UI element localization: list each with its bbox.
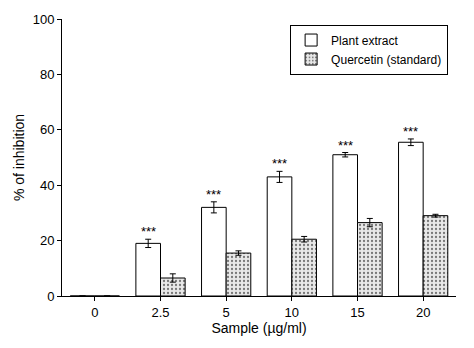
svg-text:0: 0 [47,289,54,304]
svg-text:0: 0 [91,305,98,320]
svg-text:Plant extract: Plant extract [331,34,398,48]
svg-text:***: *** [403,124,418,139]
svg-text:60: 60 [40,122,54,137]
svg-text:% of inhibition: % of inhibition [11,114,27,201]
svg-text:10: 10 [285,305,299,320]
svg-text:80: 80 [40,67,54,82]
svg-text:***: *** [141,224,156,239]
svg-text:***: *** [272,156,287,171]
svg-text:Sample (µg/ml): Sample (µg/ml) [211,320,306,336]
svg-text:20: 20 [40,233,54,248]
svg-text:***: *** [338,138,353,153]
svg-text:100: 100 [33,12,55,27]
svg-text:20: 20 [416,305,430,320]
svg-text:40: 40 [40,178,54,193]
svg-text:15: 15 [350,305,364,320]
svg-text:Quercetin (standard): Quercetin (standard) [331,53,441,67]
svg-text:5: 5 [223,305,230,320]
svg-text:***: *** [206,187,221,202]
svg-text:2.5: 2.5 [151,305,169,320]
